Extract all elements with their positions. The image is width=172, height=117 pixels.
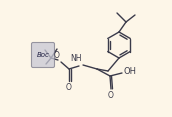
- Text: O: O: [66, 83, 72, 92]
- FancyBboxPatch shape: [31, 42, 55, 68]
- Text: Boc: Boc: [37, 52, 49, 58]
- Text: NH: NH: [71, 54, 82, 63]
- Text: O: O: [108, 91, 114, 100]
- Text: OH: OH: [123, 68, 136, 77]
- Text: O: O: [53, 51, 59, 60]
